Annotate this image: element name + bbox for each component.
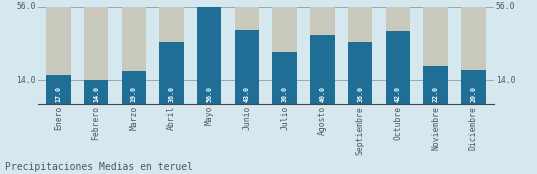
- Text: 19.0: 19.0: [131, 86, 137, 102]
- Bar: [46, 75, 70, 104]
- Bar: [310, 7, 335, 104]
- Text: 17.0: 17.0: [55, 86, 61, 102]
- Text: 56.0: 56.0: [206, 86, 212, 102]
- Bar: [121, 7, 146, 104]
- Text: 36.0: 36.0: [357, 86, 363, 102]
- Bar: [423, 66, 448, 104]
- Text: 14.0: 14.0: [93, 86, 99, 102]
- Bar: [386, 7, 410, 104]
- Bar: [310, 35, 335, 104]
- Bar: [235, 7, 259, 104]
- Bar: [423, 7, 448, 104]
- Bar: [121, 71, 146, 104]
- Bar: [197, 7, 221, 104]
- Bar: [348, 42, 372, 104]
- Bar: [272, 7, 297, 104]
- Text: 14.0: 14.0: [496, 76, 516, 85]
- Text: 22.0: 22.0: [433, 86, 439, 102]
- Bar: [386, 31, 410, 104]
- Text: 36.0: 36.0: [169, 86, 175, 102]
- Bar: [159, 7, 184, 104]
- Bar: [84, 80, 108, 104]
- Text: 14.0: 14.0: [16, 76, 35, 85]
- Bar: [461, 7, 485, 104]
- Text: Precipitaciones Medias en teruel: Precipitaciones Medias en teruel: [5, 162, 193, 172]
- Bar: [159, 42, 184, 104]
- Text: 43.0: 43.0: [244, 86, 250, 102]
- Bar: [197, 7, 221, 104]
- Text: 42.0: 42.0: [395, 86, 401, 102]
- Text: 30.0: 30.0: [282, 86, 288, 102]
- Text: 56.0: 56.0: [16, 2, 35, 11]
- Bar: [84, 7, 108, 104]
- Bar: [235, 30, 259, 104]
- Text: 56.0: 56.0: [496, 2, 516, 11]
- Bar: [46, 7, 70, 104]
- Bar: [348, 7, 372, 104]
- Text: 20.0: 20.0: [470, 86, 476, 102]
- Text: 40.0: 40.0: [320, 86, 325, 102]
- Bar: [461, 70, 485, 104]
- Bar: [272, 52, 297, 104]
